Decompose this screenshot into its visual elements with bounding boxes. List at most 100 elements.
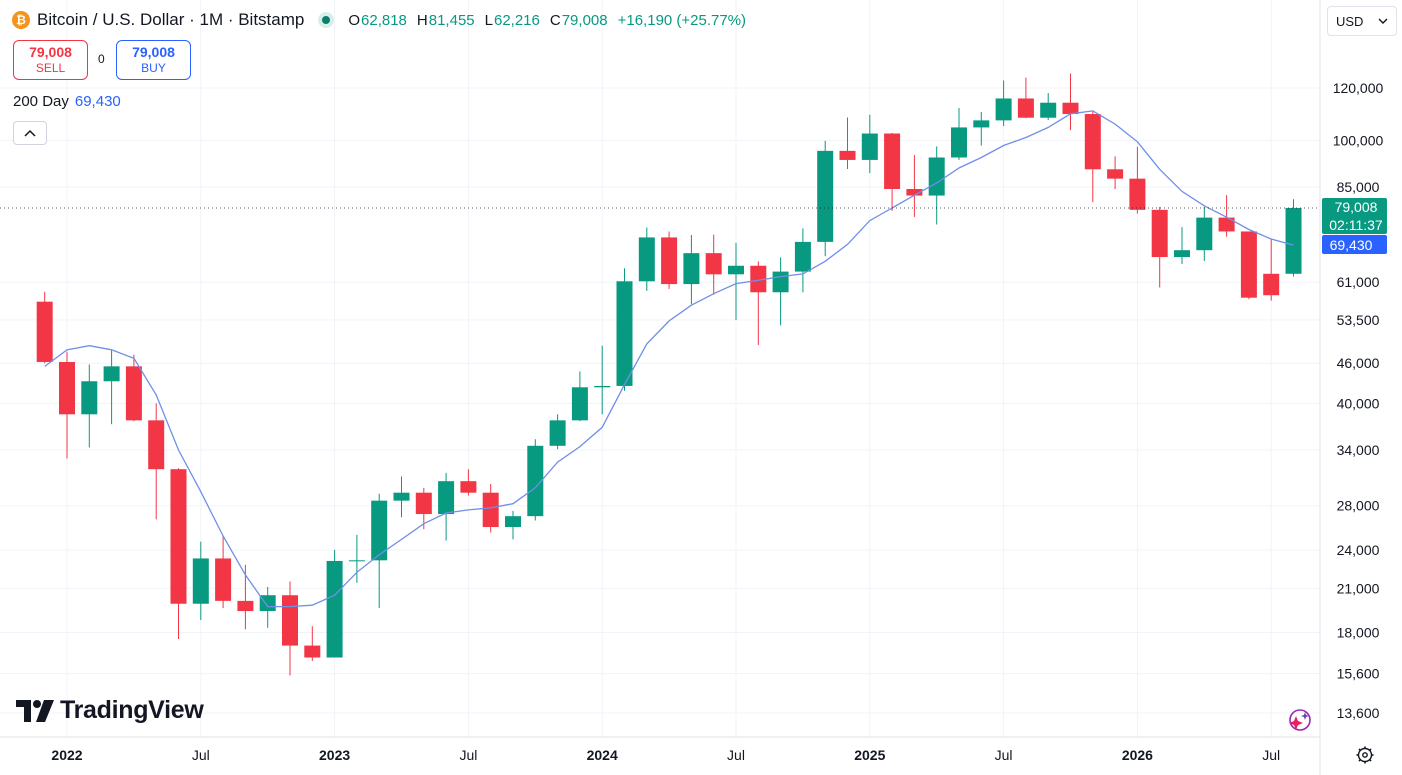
- candle-body: [482, 492, 499, 527]
- buy-price: 79,008: [132, 44, 175, 60]
- candle-body: [170, 469, 187, 604]
- candle-body: [371, 500, 388, 561]
- bitcoin-icon: ₿: [12, 11, 30, 29]
- sell-button[interactable]: 79,008 SELL: [13, 40, 88, 80]
- candle-up: [928, 146, 945, 225]
- candle-up: [861, 114, 878, 174]
- time-tick-label: Jul: [459, 747, 477, 763]
- candle-body: [304, 645, 321, 658]
- tradingview-logo-text: TradingView: [60, 696, 204, 724]
- candle-body: [794, 241, 811, 272]
- candle-down: [148, 403, 165, 520]
- chevron-up-icon: [24, 129, 36, 137]
- ma-price-badge: 69,430: [1322, 235, 1387, 255]
- candle-up: [1174, 227, 1190, 264]
- candle-body: [415, 492, 432, 515]
- ma-indicator-legend[interactable]: 200 Day 69,430: [13, 93, 121, 110]
- candle-body: [616, 281, 633, 386]
- candle-up: [103, 349, 120, 425]
- candle-body: [125, 366, 142, 421]
- settings-gear-icon[interactable]: [1356, 746, 1374, 764]
- candle-body: [1196, 217, 1213, 251]
- price-tick-label: 13,600: [1337, 705, 1380, 721]
- currency-select[interactable]: USD: [1327, 6, 1397, 36]
- sell-label: SELL: [35, 61, 66, 75]
- price-tick-label: 15,600: [1337, 666, 1380, 682]
- open-value: 62,818: [361, 11, 407, 29]
- candle-down: [215, 535, 232, 609]
- last-price-badge: 79,008 02:11:37: [1322, 197, 1387, 234]
- candle-body: [928, 157, 945, 196]
- time-tick-label: 2025: [854, 747, 885, 763]
- time-tick-label: 2022: [51, 747, 82, 763]
- candle-body: [393, 492, 410, 501]
- candle-body: [661, 237, 678, 285]
- time-tick-label: Jul: [1262, 747, 1280, 763]
- time-tick-label: Jul: [192, 747, 210, 763]
- last-price-value: 79,008: [1335, 199, 1378, 215]
- candle-body: [1151, 209, 1168, 258]
- buy-button[interactable]: 79,008 BUY: [116, 40, 191, 80]
- candle-up: [527, 439, 544, 521]
- change-value: +16,190 (+25.77%): [617, 11, 747, 29]
- open-label: O: [348, 11, 361, 29]
- candle-down: [415, 487, 432, 530]
- candle-up: [973, 111, 990, 146]
- price-tick-label: 53,500: [1337, 312, 1380, 328]
- symbol-header[interactable]: ₿ Bitcoin / U.S. Dollar · 1M · Bitstamp …: [12, 9, 746, 31]
- candle-up: [594, 345, 611, 415]
- candle-body: [571, 387, 588, 421]
- candle-down: [839, 117, 856, 169]
- candle-body: [148, 420, 165, 470]
- close-label: C: [549, 11, 561, 29]
- price-tick-label: 40,000: [1337, 395, 1380, 411]
- candle-down: [1107, 156, 1124, 190]
- candle-down: [125, 354, 142, 422]
- sell-price: 79,008: [29, 44, 72, 60]
- ai-assistant-icon[interactable]: [1289, 709, 1311, 731]
- candle-body: [215, 558, 232, 601]
- candle-body: [505, 516, 521, 527]
- candle-down: [1263, 238, 1280, 301]
- price-tick-label: 21,000: [1337, 580, 1380, 596]
- last-price-badge-bg: [1322, 197, 1387, 234]
- candle-up: [616, 268, 633, 391]
- candle-up: [81, 364, 98, 448]
- candles: [36, 73, 1302, 676]
- candle-up: [1040, 93, 1057, 121]
- low-value: 62,216: [493, 11, 540, 29]
- candle-body: [348, 560, 365, 562]
- price-tick-label: 85,000: [1337, 179, 1380, 195]
- time-axis: 2022 Jul 2023 Jul 2024 Jul 2025 Jul 2026 Jul: [51, 747, 1280, 763]
- candle-up: [571, 371, 588, 422]
- price-tick-label: 120,000: [1333, 80, 1384, 96]
- candle-body: [1174, 250, 1190, 258]
- candle-body: [1040, 102, 1057, 118]
- ma-indicator-name: 200 Day: [13, 93, 69, 110]
- chevron-down-icon: [1378, 18, 1388, 24]
- ma-indicator-value: 69,430: [74, 93, 121, 110]
- candle-down: [1017, 77, 1034, 119]
- candle-up: [995, 80, 1012, 127]
- price-tick-label: 61,000: [1337, 274, 1380, 290]
- symbol-title[interactable]: Bitcoin / U.S. Dollar · 1M · Bitstamp: [37, 10, 305, 29]
- tradingview-logo[interactable]: TradingView: [16, 696, 204, 725]
- candle-down: [750, 261, 767, 346]
- candle-body: [884, 133, 901, 190]
- candle-body: [81, 381, 98, 415]
- candle-body: [638, 237, 655, 282]
- candle-down: [282, 581, 298, 676]
- candle-body: [1107, 169, 1124, 179]
- grid: [0, 0, 1320, 737]
- candle-down: [1084, 111, 1101, 203]
- candle-body: [951, 127, 967, 158]
- time-tick-label: Jul: [727, 747, 745, 763]
- candle-up: [772, 257, 789, 326]
- candle-up: [817, 140, 834, 257]
- candle-body: [192, 558, 209, 604]
- candle-up: [728, 242, 744, 320]
- candle-up: [951, 108, 967, 160]
- collapse-legend-button[interactable]: [13, 121, 47, 145]
- candle-down: [1062, 73, 1079, 131]
